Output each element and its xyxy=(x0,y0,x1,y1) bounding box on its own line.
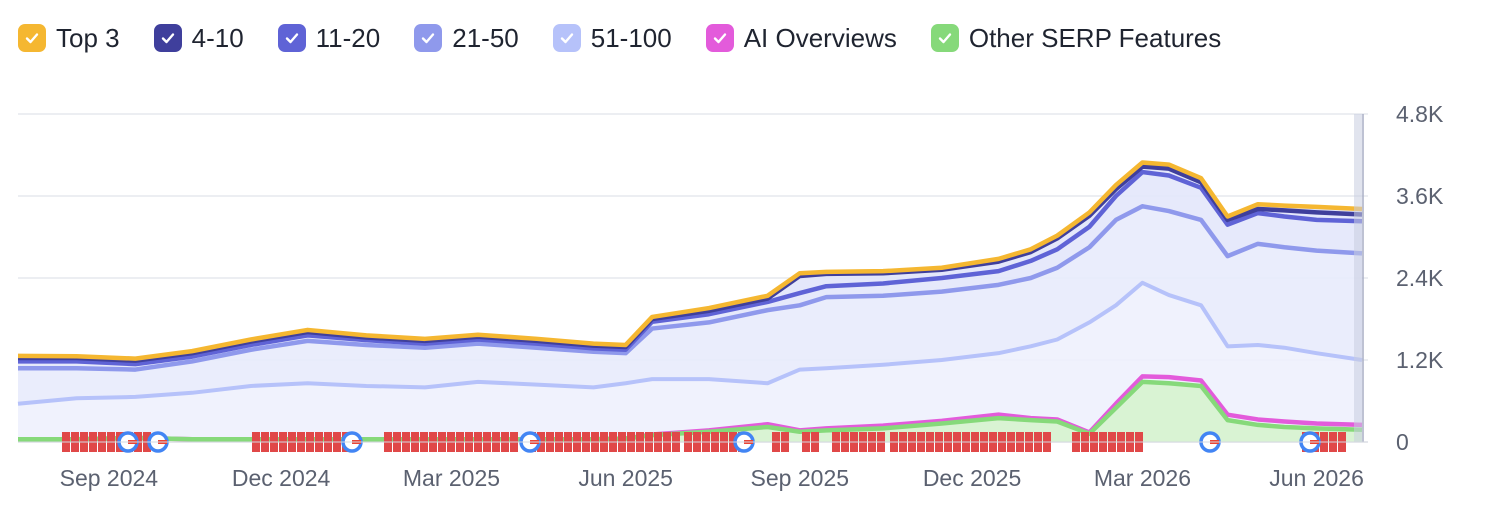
y-tick-label: 1.2K xyxy=(1396,347,1444,373)
series-line-21-50 xyxy=(18,204,1363,372)
legend-item-21-50[interactable]: 21-50 xyxy=(414,23,519,54)
y-tick-label: 4.8K xyxy=(1396,101,1444,127)
area-other-serp-features xyxy=(18,381,1362,442)
x-tick-label: Sep 2025 xyxy=(751,465,849,491)
legend-item-4-10[interactable]: 4-10 xyxy=(153,22,244,54)
legend-label: 51-100 xyxy=(590,22,672,53)
chart-legend: Top 3 4-10 11-20 21-50 51-100 AI Overviews Oth… xyxy=(18,16,1255,60)
series-line-51-100 xyxy=(17,280,1363,406)
checkbox-checked-icon[interactable] xyxy=(705,24,734,52)
rank-distribution-chart: 4.8K 3.6K 2.4K 1.2K 0 Sep 2024 Dec 2024 Mar 202… xyxy=(17,101,1444,491)
y-tick-label: 0 xyxy=(1396,429,1409,455)
legend-label: Other SERP Features xyxy=(968,22,1222,53)
hover-band xyxy=(1354,114,1364,442)
x-tick-label: Jun 2026 xyxy=(1269,465,1364,491)
legend-label: AI Overviews xyxy=(743,22,897,53)
legend-item-51-100[interactable]: 51-100 xyxy=(552,22,672,54)
chart-area: 4.8K 3.6K 2.4K 1.2K 0 Sep 2024 Dec 2024 Mar 202… xyxy=(0,90,1492,510)
legend-label: 4-10 xyxy=(191,22,244,53)
x-tick-label: Mar 2026 xyxy=(1094,465,1191,491)
legend-item-11-20[interactable]: 11-20 xyxy=(277,22,381,54)
legend-label: Top 3 xyxy=(56,22,120,53)
area-21-50 xyxy=(18,206,1362,404)
checkbox-checked-icon[interactable] xyxy=(153,24,182,52)
legend-label: 11-20 xyxy=(315,22,381,53)
checkbox-checked-icon[interactable] xyxy=(930,24,959,52)
y-tick-label: 3.6K xyxy=(1396,183,1444,209)
checkbox-checked-icon[interactable] xyxy=(277,24,306,52)
legend-label: 21-50 xyxy=(452,22,519,53)
area-51-100 xyxy=(18,282,1362,442)
x-tick-label: Dec 2025 xyxy=(923,465,1021,491)
series-line-11-20 xyxy=(18,169,1363,367)
x-tick-label: Sep 2024 xyxy=(60,465,159,491)
checkbox-checked-icon[interactable] xyxy=(414,24,443,52)
checkbox-checked-icon[interactable] xyxy=(18,24,46,52)
y-tick-label: 2.4K xyxy=(1396,265,1444,291)
legend-item-top-3[interactable]: Top 3 xyxy=(18,23,120,54)
legend-item-ai-overviews[interactable]: AI Overviews xyxy=(705,22,897,54)
legend-item-other-serp-features[interactable]: Other SERP Features xyxy=(930,22,1222,54)
x-tick-label: Mar 2025 xyxy=(403,465,500,491)
checkbox-checked-icon[interactable] xyxy=(552,24,581,52)
x-tick-label: Dec 2024 xyxy=(232,465,331,491)
series-line-top-3 xyxy=(17,160,1363,361)
x-tick-label: Jun 2025 xyxy=(578,465,673,491)
